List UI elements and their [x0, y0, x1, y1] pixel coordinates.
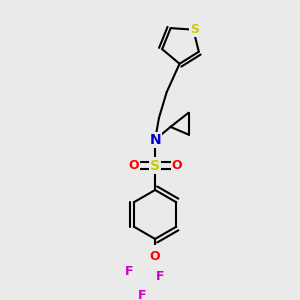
Text: S: S	[150, 158, 160, 172]
Text: F: F	[138, 289, 146, 300]
Text: F: F	[156, 270, 164, 283]
Text: F: F	[125, 265, 134, 278]
Text: O: O	[128, 159, 139, 172]
Text: S: S	[190, 23, 199, 36]
Text: O: O	[150, 250, 160, 263]
Text: O: O	[172, 159, 182, 172]
Text: N: N	[149, 133, 161, 147]
